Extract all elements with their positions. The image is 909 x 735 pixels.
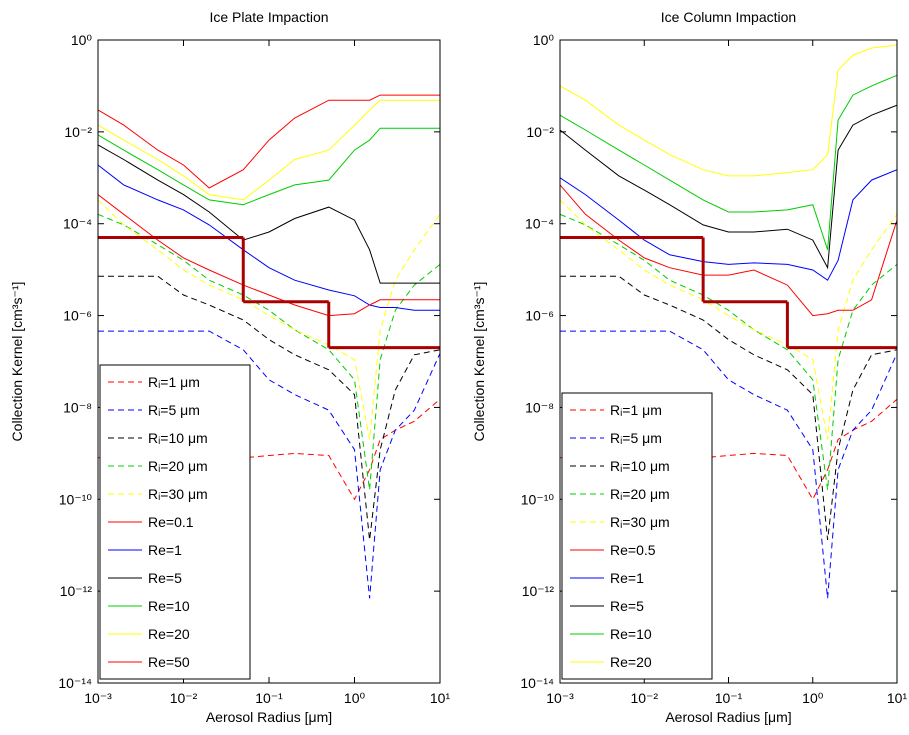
legend-box (561, 392, 713, 680)
y-axis-label: Collection Kernel [cm³s⁻¹] (9, 282, 25, 442)
y-tick-label: 10⁻¹⁴ (520, 675, 554, 691)
legend-label: Re=5 (610, 598, 644, 614)
legend-label: Rᵢ=10 μm (148, 430, 208, 446)
x-tick-label: 10⁻² (170, 690, 198, 706)
x-tick-label: 10⁻² (630, 690, 658, 706)
series-line (98, 94, 440, 189)
chart-title: Ice Plate Impaction (209, 9, 328, 25)
x-tick-label: 10¹ (887, 690, 908, 706)
legend-label: Re=1 (610, 570, 644, 586)
legend-label: Rᵢ=5 μm (148, 402, 200, 418)
legend-label: Rᵢ=1 μm (148, 374, 200, 390)
x-tick-label: 10⁻¹ (715, 690, 743, 706)
series-line (560, 104, 897, 270)
legend-label: Re=0.5 (610, 542, 656, 558)
y-tick-label: 10⁻¹⁴ (58, 675, 92, 691)
x-tick-label: 10⁰ (802, 690, 824, 706)
series-line (98, 144, 440, 284)
legend-label: Rᵢ=20 μm (610, 486, 670, 502)
y-axis-label: Collection Kernel [cm³s⁻¹] (471, 282, 487, 442)
x-tick-label: 10⁻¹ (255, 690, 283, 706)
series-line (560, 213, 897, 490)
x-axis-label: Aerosol Radius [μm] (206, 709, 332, 725)
legend-label: Rᵢ=20 μm (148, 458, 208, 474)
series-line (560, 398, 897, 501)
x-tick-label: 10¹ (430, 690, 451, 706)
series-line (98, 194, 440, 317)
series-line (560, 184, 897, 317)
plot-area (98, 94, 440, 599)
legend-label: Re=1 (148, 542, 182, 558)
series-line (560, 44, 897, 177)
y-tick-label: 10⁻⁸ (525, 399, 554, 415)
series-line (98, 99, 440, 201)
legend-label: Re=20 (610, 654, 652, 670)
series-line (98, 213, 440, 490)
y-tick-label: 10⁻² (64, 124, 92, 140)
legend-label: Re=0.1 (148, 514, 194, 530)
chart-title: Ice Column Impaction (661, 9, 796, 25)
y-tick-label: 10⁻² (526, 124, 554, 140)
series-line (98, 199, 440, 440)
y-tick-label: 10⁻¹² (60, 583, 93, 599)
y-tick-label: 10⁻⁴ (63, 216, 92, 232)
y-tick-label: 10⁻⁶ (63, 308, 92, 324)
legend-label: Rᵢ=10 μm (610, 458, 670, 474)
y-tick-label: 10⁻⁶ (525, 308, 554, 324)
legend-label: Re=20 (148, 626, 190, 642)
series-line (560, 169, 897, 281)
legend-label: Re=50 (148, 654, 190, 670)
x-tick-label: 10⁰ (344, 690, 366, 706)
y-tick-label: 10⁻⁴ (525, 216, 554, 232)
legend-label: Re=10 (148, 598, 190, 614)
axes-frame (559, 39, 898, 684)
y-tick-label: 10⁻¹⁰ (59, 491, 93, 507)
y-tick-label: 10⁻¹⁰ (521, 491, 555, 507)
y-tick-label: 10⁰ (533, 32, 555, 48)
y-tick-label: 10⁻⁸ (63, 399, 92, 415)
series-line (98, 275, 440, 541)
series-line (560, 74, 897, 250)
series-line (98, 330, 440, 599)
series-line (98, 127, 440, 206)
y-tick-label: 10⁻¹² (522, 583, 555, 599)
x-axis-label: Aerosol Radius [μm] (665, 709, 791, 725)
series-line (98, 164, 440, 311)
legend-label: Rᵢ=30 μm (148, 486, 208, 502)
x-tick-label: 10⁻³ (546, 690, 574, 706)
axes-frame (97, 39, 441, 684)
legend-label: Re=5 (148, 570, 182, 586)
plot-area (560, 44, 897, 599)
legend-label: Re=10 (610, 626, 652, 642)
legend-label: Rᵢ=1 μm (610, 402, 662, 418)
series-line (560, 199, 897, 440)
x-tick-label: 10⁻³ (84, 690, 112, 706)
legend-label: Rᵢ=30 μm (610, 514, 670, 530)
y-tick-label: 10⁰ (71, 32, 93, 48)
legend-label: Rᵢ=5 μm (610, 430, 662, 446)
